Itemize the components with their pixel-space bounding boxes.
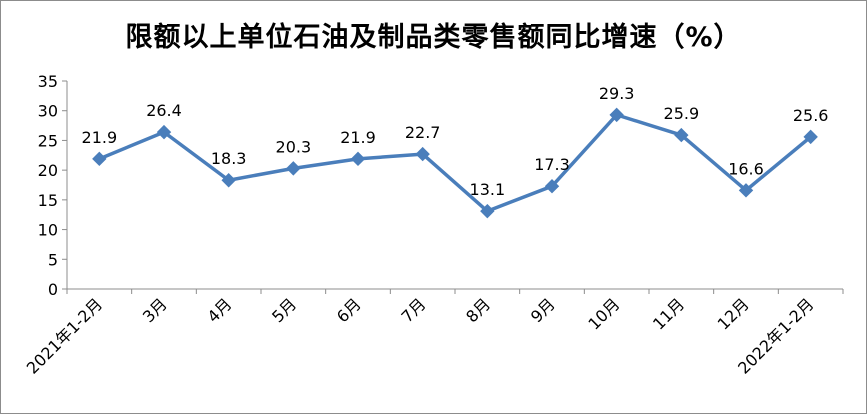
x-tick-label: 5月 [268, 294, 300, 326]
data-label: 18.3 [211, 149, 247, 168]
x-tick-label: 2021年1-2月 [23, 294, 106, 377]
data-label: 29.3 [599, 84, 635, 103]
data-point [92, 151, 107, 167]
data-label: 26.4 [146, 101, 182, 120]
y-tick-label: 25 [38, 131, 58, 150]
data-label: 21.9 [82, 128, 118, 147]
x-tick-label: 11月 [649, 294, 688, 333]
data-point [480, 203, 495, 219]
x-tick-label: 6月 [333, 294, 365, 326]
data-point [738, 183, 754, 198]
x-tick-label: 8月 [462, 294, 494, 326]
x-tick-label: 12月 [714, 294, 753, 333]
y-tick-label: 35 [38, 72, 58, 91]
y-tick-label: 10 [38, 221, 58, 240]
data-label: 21.9 [340, 128, 376, 147]
data-point [674, 127, 689, 143]
data-point [286, 161, 301, 176]
x-tick-label: 9月 [527, 294, 559, 326]
x-tick-label: 10月 [584, 294, 623, 333]
data-label: 20.3 [276, 137, 312, 156]
data-point [415, 146, 430, 162]
data-point [544, 178, 560, 194]
data-point [221, 173, 236, 188]
data-label: 25.9 [664, 104, 700, 123]
x-tick-label: 3月 [139, 294, 171, 326]
y-tick-label: 30 [38, 102, 58, 121]
x-tick-label: 7月 [398, 294, 430, 326]
y-tick-label: 20 [38, 161, 58, 180]
data-point [609, 107, 624, 123]
data-point [803, 129, 818, 145]
series-line [97, 113, 813, 213]
y-tick-label: 0 [48, 280, 58, 299]
chart-title: 限额以上单位石油及制品类零售额同比增速（%） [125, 22, 742, 53]
data-label: 13.1 [470, 180, 506, 199]
y-tick-label: 15 [38, 191, 58, 210]
data-label: 16.6 [728, 159, 764, 178]
data-point [350, 151, 366, 167]
x-tick-label: 4月 [204, 294, 236, 326]
y-tick-label: 5 [48, 250, 58, 269]
data-point [156, 124, 172, 140]
data-label: 22.7 [405, 123, 441, 142]
data-label: 25.6 [793, 106, 829, 125]
data-label: 17.3 [534, 155, 570, 174]
